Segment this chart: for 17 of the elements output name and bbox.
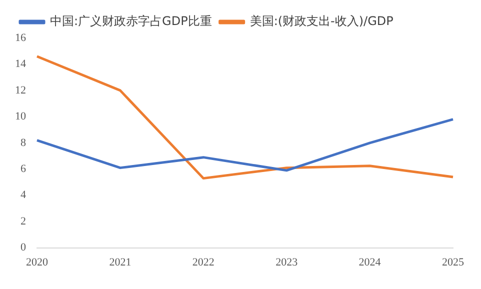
y-tick-label: 4	[20, 189, 26, 202]
y-tick-label: 14	[15, 58, 26, 70]
y-tick-label: 6	[20, 163, 26, 176]
y-tick-label: 10	[15, 110, 26, 123]
y-tick-label: 0	[20, 242, 26, 254]
x-tick-label: 2023	[276, 256, 298, 268]
y-tick-label: 16	[15, 32, 26, 44]
x-tick-label: 2025	[442, 256, 464, 268]
x-tick-label: 2024	[358, 256, 382, 268]
legend-label: 中国:广义财政赤字占GDP比重	[50, 14, 212, 28]
x-tick-label: 2021	[109, 256, 132, 268]
y-tick-label: 2	[20, 215, 26, 228]
x-tick-label: 2022	[192, 256, 214, 268]
x-tick-label: 2020	[26, 256, 48, 268]
legend-label: 美国:(财政支出-收入)/GDP	[250, 14, 394, 28]
y-tick-label: 12	[15, 84, 26, 96]
y-tick-label: 8	[20, 136, 26, 149]
